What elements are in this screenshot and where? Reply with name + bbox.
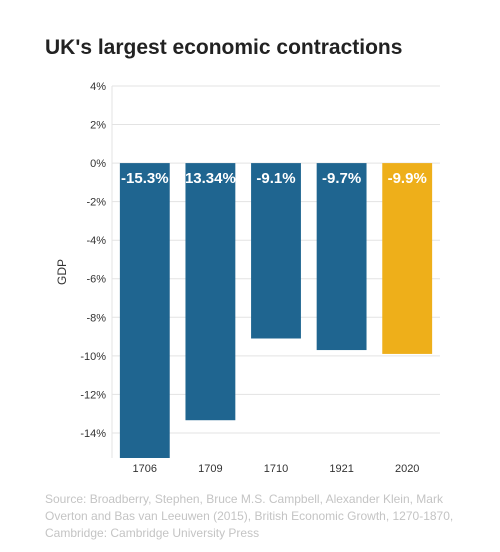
y-tick-label: 2% <box>90 120 106 132</box>
bar <box>316 163 367 351</box>
data-label: -15.3% <box>121 170 169 187</box>
bars: -15.3% 13.34% -9.1% -9.7% -9.9% <box>119 163 433 458</box>
y-tick-label: -10% <box>80 351 106 363</box>
x-tick-label: 1706 <box>133 463 157 475</box>
data-label: -9.9% <box>388 170 427 187</box>
chart-title: UK's largest economic contractions <box>45 36 403 59</box>
y-tick-label: 4% <box>90 81 106 93</box>
data-label: -9.1% <box>256 170 295 187</box>
x-tick-label: 1709 <box>198 463 222 475</box>
bar <box>185 163 236 421</box>
bar <box>382 163 433 354</box>
y-tick-label: -2% <box>86 197 106 209</box>
bar <box>119 163 170 458</box>
x-tick-label: 1921 <box>329 463 353 475</box>
data-label: -9.7% <box>322 170 361 187</box>
y-tick-label: -14% <box>80 428 106 440</box>
y-tick-label: 0% <box>90 158 106 170</box>
y-axis: 4% 2% 0% -2% -4% -6% -8% -10% -12% -14% <box>80 81 113 458</box>
source-note: Source: Broadberry, Stephen, Bruce M.S. … <box>45 492 454 540</box>
y-tick-label: -4% <box>86 235 106 247</box>
y-tick-label: -8% <box>86 312 106 324</box>
data-label: 13.34% <box>185 170 236 187</box>
bar <box>251 163 301 339</box>
x-tick-label: 2020 <box>395 463 419 475</box>
y-tick-label: -6% <box>86 274 106 286</box>
y-tick-label: -12% <box>80 389 106 401</box>
x-axis: 1706 1709 1710 1921 2020 <box>133 463 420 475</box>
y-axis-label: GDP <box>55 259 69 285</box>
x-tick-label: 1710 <box>264 463 288 475</box>
